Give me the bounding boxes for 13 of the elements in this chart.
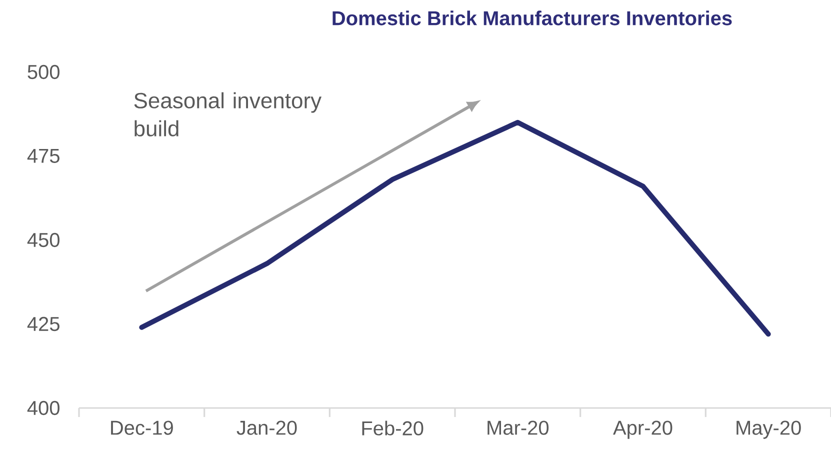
y-tick-label: 475 xyxy=(27,149,60,163)
x-tick-label: Dec-19 xyxy=(111,420,173,435)
x-tick-label: Jan-20 xyxy=(236,420,297,435)
x-tick-label: Mar-20 xyxy=(488,420,549,435)
y-tick-label: 425 xyxy=(27,316,60,332)
y-tick-label: 400 xyxy=(27,400,60,416)
annotation: Seasonal inventory build xyxy=(134,92,322,136)
y-tick-label: 500 xyxy=(28,64,60,80)
y-tick-label: 450 xyxy=(27,232,60,248)
x-tick-label: May-20 xyxy=(736,420,801,439)
x-tick-label: Feb-20 xyxy=(362,420,424,436)
x-tick-label: Apr-20 xyxy=(613,420,672,439)
chart-title: Domestic Brick Manufacturers Inventories xyxy=(332,10,732,26)
